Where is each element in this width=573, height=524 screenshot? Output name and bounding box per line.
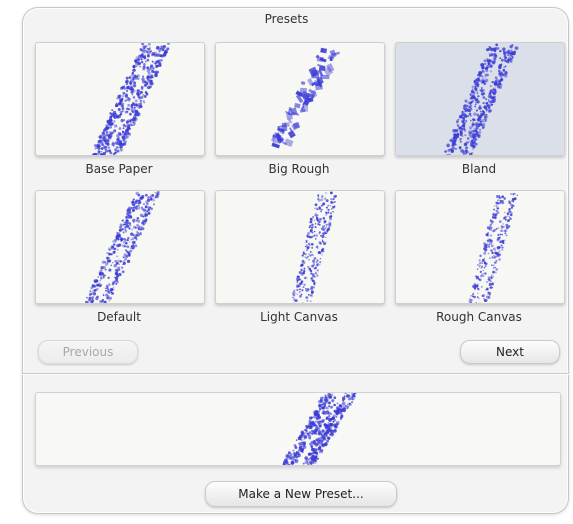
preset-label: Rough Canvas [436,310,522,324]
next-button[interactable]: Next [460,340,560,364]
section-divider [22,373,569,375]
stroke-sample-icon [468,192,519,303]
stroke-sample-icon [444,43,519,155]
panel-title: Presets [264,12,309,26]
preset-tile-light-canvas[interactable] [215,190,385,304]
preset-label: Default [97,310,141,324]
preset-label: Bland [461,162,497,176]
brush-stroke-preview-icon [282,393,357,465]
preset-tile-base-paper[interactable] [35,42,205,156]
stroke-sample-icon [291,191,337,303]
preset-tile-default[interactable] [35,190,205,304]
preset-tile-bland[interactable] [395,42,565,156]
stroke-preview [35,392,561,466]
previous-button[interactable]: Previous [38,340,138,364]
make-new-preset-button[interactable]: Make a New Preset... [205,481,397,507]
preset-tile-rough-canvas[interactable] [395,190,565,304]
preset-label: Base Paper [85,162,153,176]
preset-tile-big-rough[interactable] [215,42,385,156]
preset-label: Big Rough [268,162,330,176]
stroke-sample-icon [270,47,340,149]
stroke-sample-icon [85,191,160,303]
stroke-sample-icon [91,43,171,155]
preset-label: Light Canvas [260,310,338,324]
